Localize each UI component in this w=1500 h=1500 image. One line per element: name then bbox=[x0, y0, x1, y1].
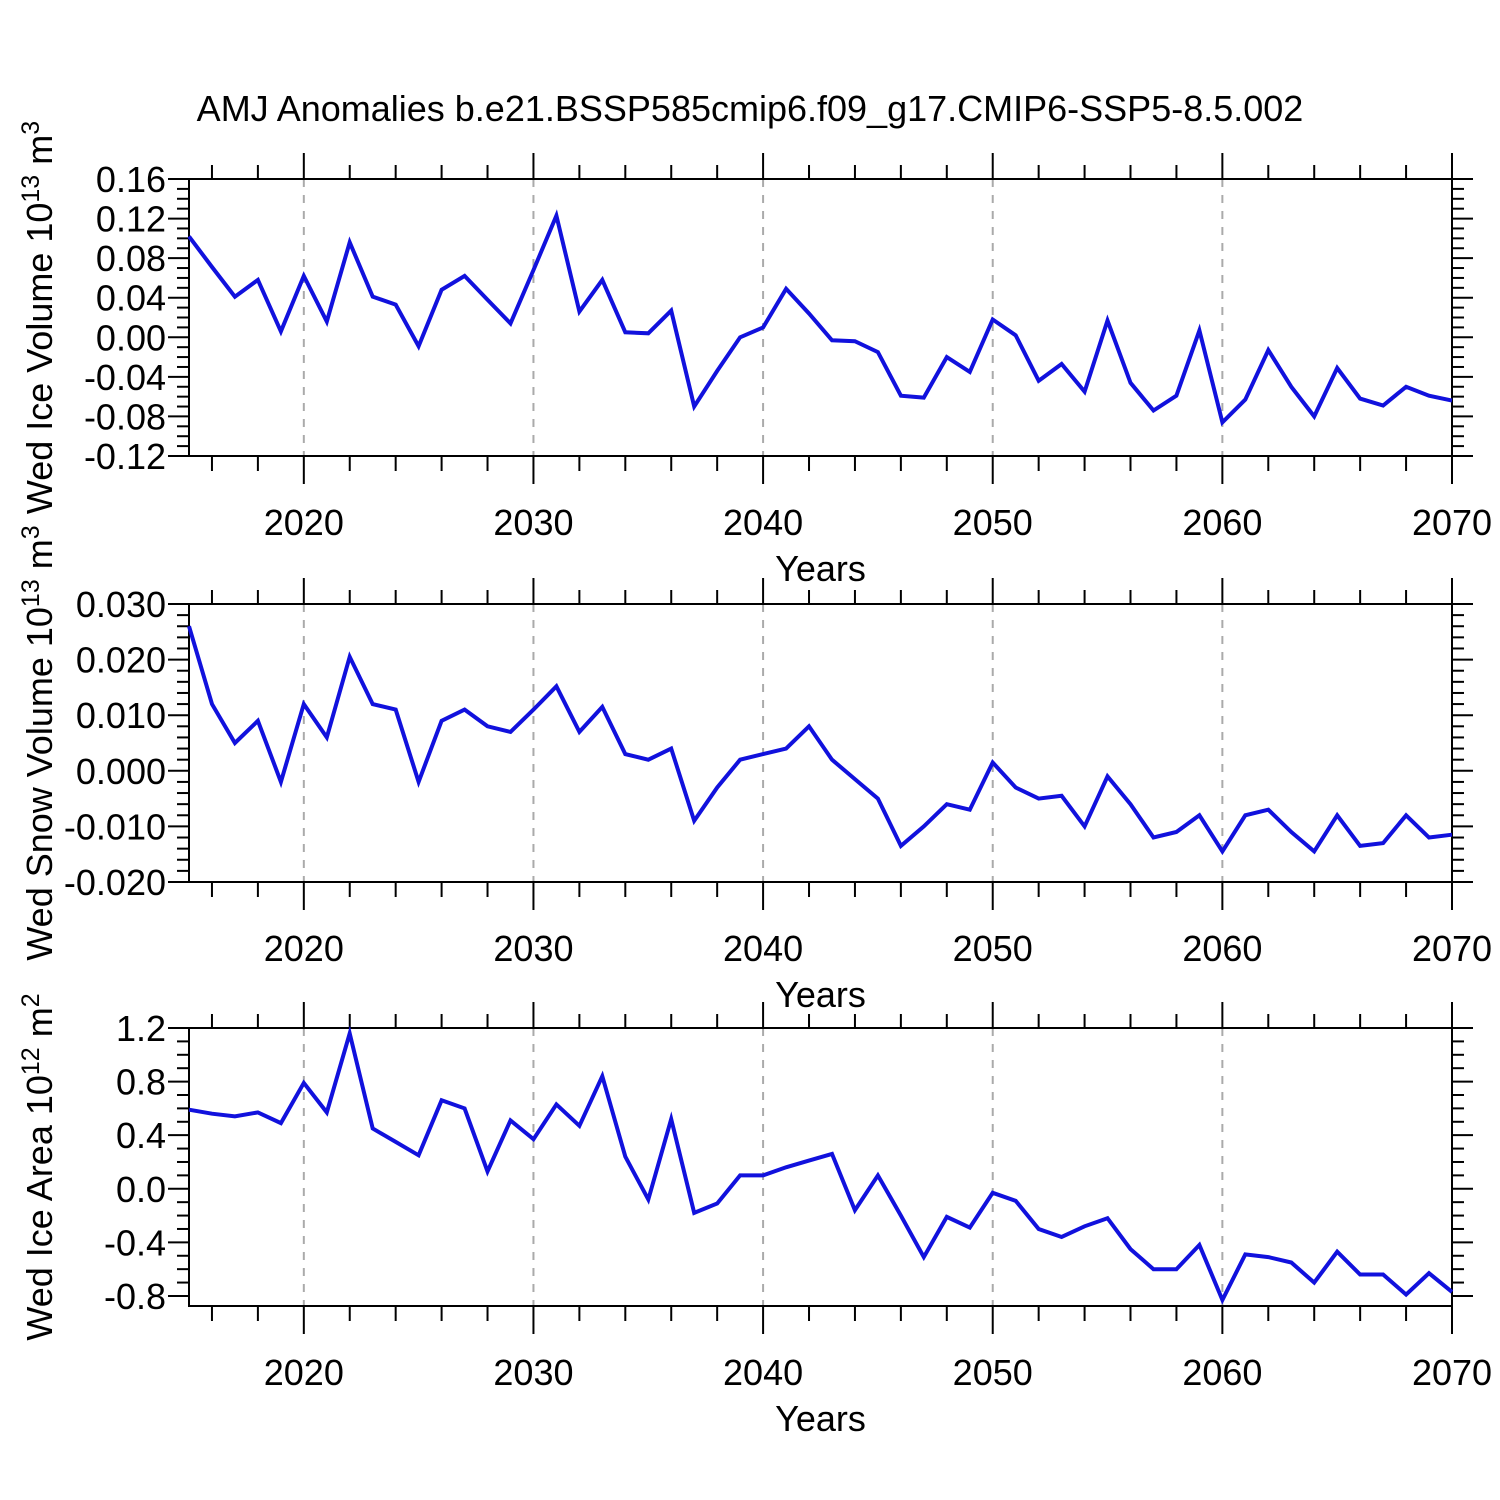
x-tick-label: 2040 bbox=[723, 928, 803, 969]
x-tick-label: 2040 bbox=[723, 1352, 803, 1393]
x-tick-label: 2020 bbox=[264, 1352, 344, 1393]
x-tick-label: 2030 bbox=[493, 502, 573, 543]
x-tick-label: 2030 bbox=[493, 1352, 573, 1393]
y-tick-label: 0.0 bbox=[116, 1169, 166, 1210]
y-axis-title: Wed Ice Area 1012 m2 bbox=[17, 993, 60, 1340]
y-tick-label: 0.010 bbox=[76, 695, 166, 736]
x-tick-label: 2060 bbox=[1182, 928, 1262, 969]
y-tick-label: -0.12 bbox=[84, 436, 166, 477]
chart-wed-ice-area: 2020 2030 2040 2050 2060 2070 Years 1.2 0.8 0.4 0.… bbox=[17, 993, 1492, 1439]
y-tick-label: 0.020 bbox=[76, 640, 166, 681]
y-tick-label: 0.030 bbox=[76, 584, 166, 625]
y-tick-label: -0.010 bbox=[64, 806, 166, 847]
x-tick-label: 2040 bbox=[723, 502, 803, 543]
y-axis-title: Wed Ice Volume 1013 m3 bbox=[17, 121, 60, 514]
x-axis-title: Years bbox=[775, 974, 866, 1015]
x-tick-label: 2020 bbox=[264, 928, 344, 969]
plot-frame bbox=[188, 178, 1453, 457]
plot-frame bbox=[188, 603, 1453, 883]
x-tick-label: 2070 bbox=[1412, 502, 1492, 543]
data-line-wed-ice-area bbox=[188, 1025, 1454, 1305]
chart-wed-snow-volume: 2020 2030 2040 2050 2060 2070 Years 0.030 0.020 0… bbox=[17, 525, 1492, 1015]
y-tick-label: -0.4 bbox=[104, 1222, 166, 1263]
x-axis-title: Years bbox=[775, 1398, 866, 1439]
x-tick-label: 2060 bbox=[1182, 1352, 1262, 1393]
y-tick-label: -0.020 bbox=[64, 862, 166, 903]
data-line-wed-ice-volume bbox=[187, 209, 1453, 427]
figure-title: AMJ Anomalies b.e21.BSSP585cmip6.f09_g17… bbox=[196, 88, 1304, 129]
y-tick-label: 0.4 bbox=[116, 1115, 166, 1156]
y-tick-label: 0.000 bbox=[76, 751, 166, 792]
data-line-wed-snow-volume bbox=[187, 625, 1453, 856]
x-axis-title: Years bbox=[775, 548, 866, 589]
y-tick-label: 0.16 bbox=[96, 159, 166, 200]
plot-frame bbox=[188, 1027, 1453, 1307]
x-tick-label: 2050 bbox=[953, 502, 1033, 543]
y-tick-label: 0.8 bbox=[116, 1062, 166, 1103]
y-tick-label: 0.04 bbox=[96, 278, 166, 319]
chart-wed-ice-volume: 2020 2030 2040 2050 2060 2070Years0.160.120.0… bbox=[17, 121, 1492, 589]
x-tick-label: 2050 bbox=[953, 928, 1033, 969]
x-tick-label: 2030 bbox=[493, 928, 573, 969]
y-tick-label: 0.00 bbox=[96, 317, 166, 358]
y-tick-label: -0.8 bbox=[104, 1276, 166, 1317]
y-tick-label: 0.12 bbox=[96, 199, 166, 240]
y-axis-title: Wed Snow Volume 1013 m3 bbox=[17, 525, 60, 960]
y-tick-label: -0.04 bbox=[84, 357, 166, 398]
x-tick-label: 2050 bbox=[953, 1352, 1033, 1393]
x-tick-label: 2060 bbox=[1182, 502, 1262, 543]
y-tick-label: 1.2 bbox=[116, 1008, 166, 1049]
y-tick-label: 0.08 bbox=[96, 238, 166, 279]
x-tick-label: 2070 bbox=[1412, 1352, 1492, 1393]
x-tick-label: 2020 bbox=[264, 502, 344, 543]
x-tick-label: 2070 bbox=[1412, 928, 1492, 969]
y-tick-label: -0.08 bbox=[84, 396, 166, 437]
